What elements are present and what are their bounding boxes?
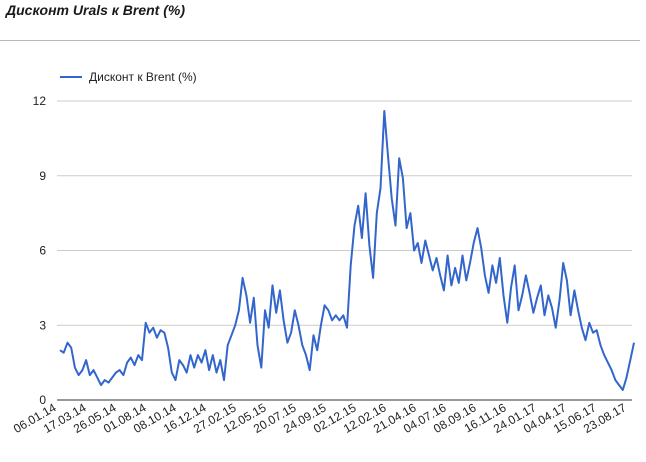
y-tick-label: 9 xyxy=(39,169,46,183)
x-axis-ticks: 06.01.1417.03.1426.05.1401.08.1408.10.14… xyxy=(11,400,629,436)
legend-label: Дисконт к Brent (%) xyxy=(89,70,197,84)
y-tick-label: 12 xyxy=(33,94,47,108)
y-tick-label: 0 xyxy=(39,393,46,407)
gridlines xyxy=(57,100,632,401)
y-axis-ticks: 0 3 6 9 12 xyxy=(33,94,47,407)
legend: Дисконт к Brent (%) xyxy=(60,70,197,84)
y-tick-label: 6 xyxy=(39,244,46,258)
page-title: Дисконт Urals к Brent (%) xyxy=(6,2,186,18)
y-tick-label: 3 xyxy=(39,318,46,332)
series-line xyxy=(59,110,635,391)
title-divider xyxy=(0,40,640,41)
plot-lines xyxy=(59,110,635,391)
